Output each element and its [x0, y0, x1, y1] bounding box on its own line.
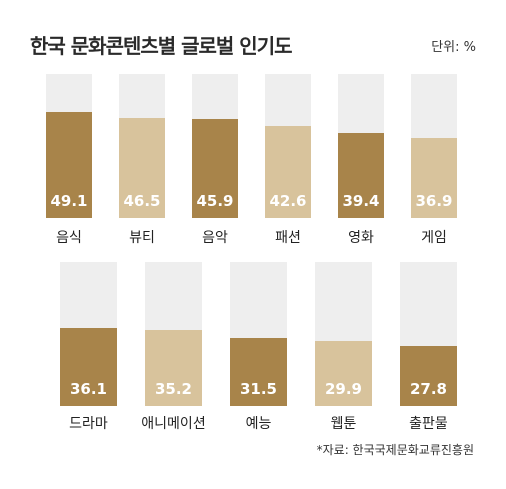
bar-value-label: 49.1	[50, 192, 88, 210]
bar: 35.2	[145, 329, 202, 406]
bar: 39.4	[338, 132, 384, 218]
bar: 36.9	[411, 138, 457, 218]
bar-track: 27.8	[400, 262, 457, 406]
bar-track: 31.5	[230, 262, 287, 406]
bar-track: 42.6	[265, 74, 311, 218]
category-label: 드라마	[69, 416, 108, 432]
bar-value-label: 35.2	[154, 380, 192, 398]
bar-value-label: 42.6	[269, 192, 307, 210]
bar-value-label: 27.8	[409, 380, 447, 398]
category-label: 애니메이션	[141, 416, 206, 432]
bar-value-label: 46.5	[123, 192, 161, 210]
bar-track: 35.2	[145, 262, 202, 406]
category-label: 출판물	[409, 416, 448, 432]
bar: 49.1	[46, 111, 92, 218]
bar: 42.6	[265, 125, 311, 218]
category-label: 패션	[275, 230, 301, 246]
category-label: 게임	[421, 230, 447, 246]
bar-value-label: 36.9	[415, 192, 453, 210]
category-label: 음식	[56, 230, 82, 246]
bar-track: 49.1	[46, 74, 92, 218]
bar: 27.8	[400, 345, 457, 406]
bar-value-label: 31.5	[239, 380, 277, 398]
bar-track: 36.9	[411, 74, 457, 218]
chart-title: 한국 문화콘텐츠별 글로벌 인기도	[30, 34, 292, 58]
bar-value-label: 36.1	[69, 380, 107, 398]
bar-track: 36.1	[60, 262, 117, 406]
bar: 46.5	[119, 117, 165, 218]
category-label: 예능	[245, 416, 272, 432]
category-label: 뷰티	[129, 230, 155, 246]
category-label: 영화	[348, 230, 374, 246]
source-note: *자료: 한국국제문화교류진흥원	[316, 443, 474, 457]
bar: 31.5	[230, 337, 287, 406]
bar-value-label: 45.9	[196, 192, 234, 210]
bar-value-label: 39.4	[342, 192, 380, 210]
unit-label: 단위: %	[431, 40, 476, 55]
bar-track: 45.9	[192, 74, 238, 218]
bar: 29.9	[315, 341, 372, 406]
category-label: 음악	[202, 230, 228, 246]
bar: 36.1	[60, 328, 117, 406]
bar-track: 29.9	[315, 262, 372, 406]
category-label: 웹툰	[330, 416, 357, 432]
bar-track: 39.4	[338, 74, 384, 218]
bar: 45.9	[192, 118, 238, 218]
bar-value-label: 29.9	[324, 380, 362, 398]
bar-track: 46.5	[119, 74, 165, 218]
